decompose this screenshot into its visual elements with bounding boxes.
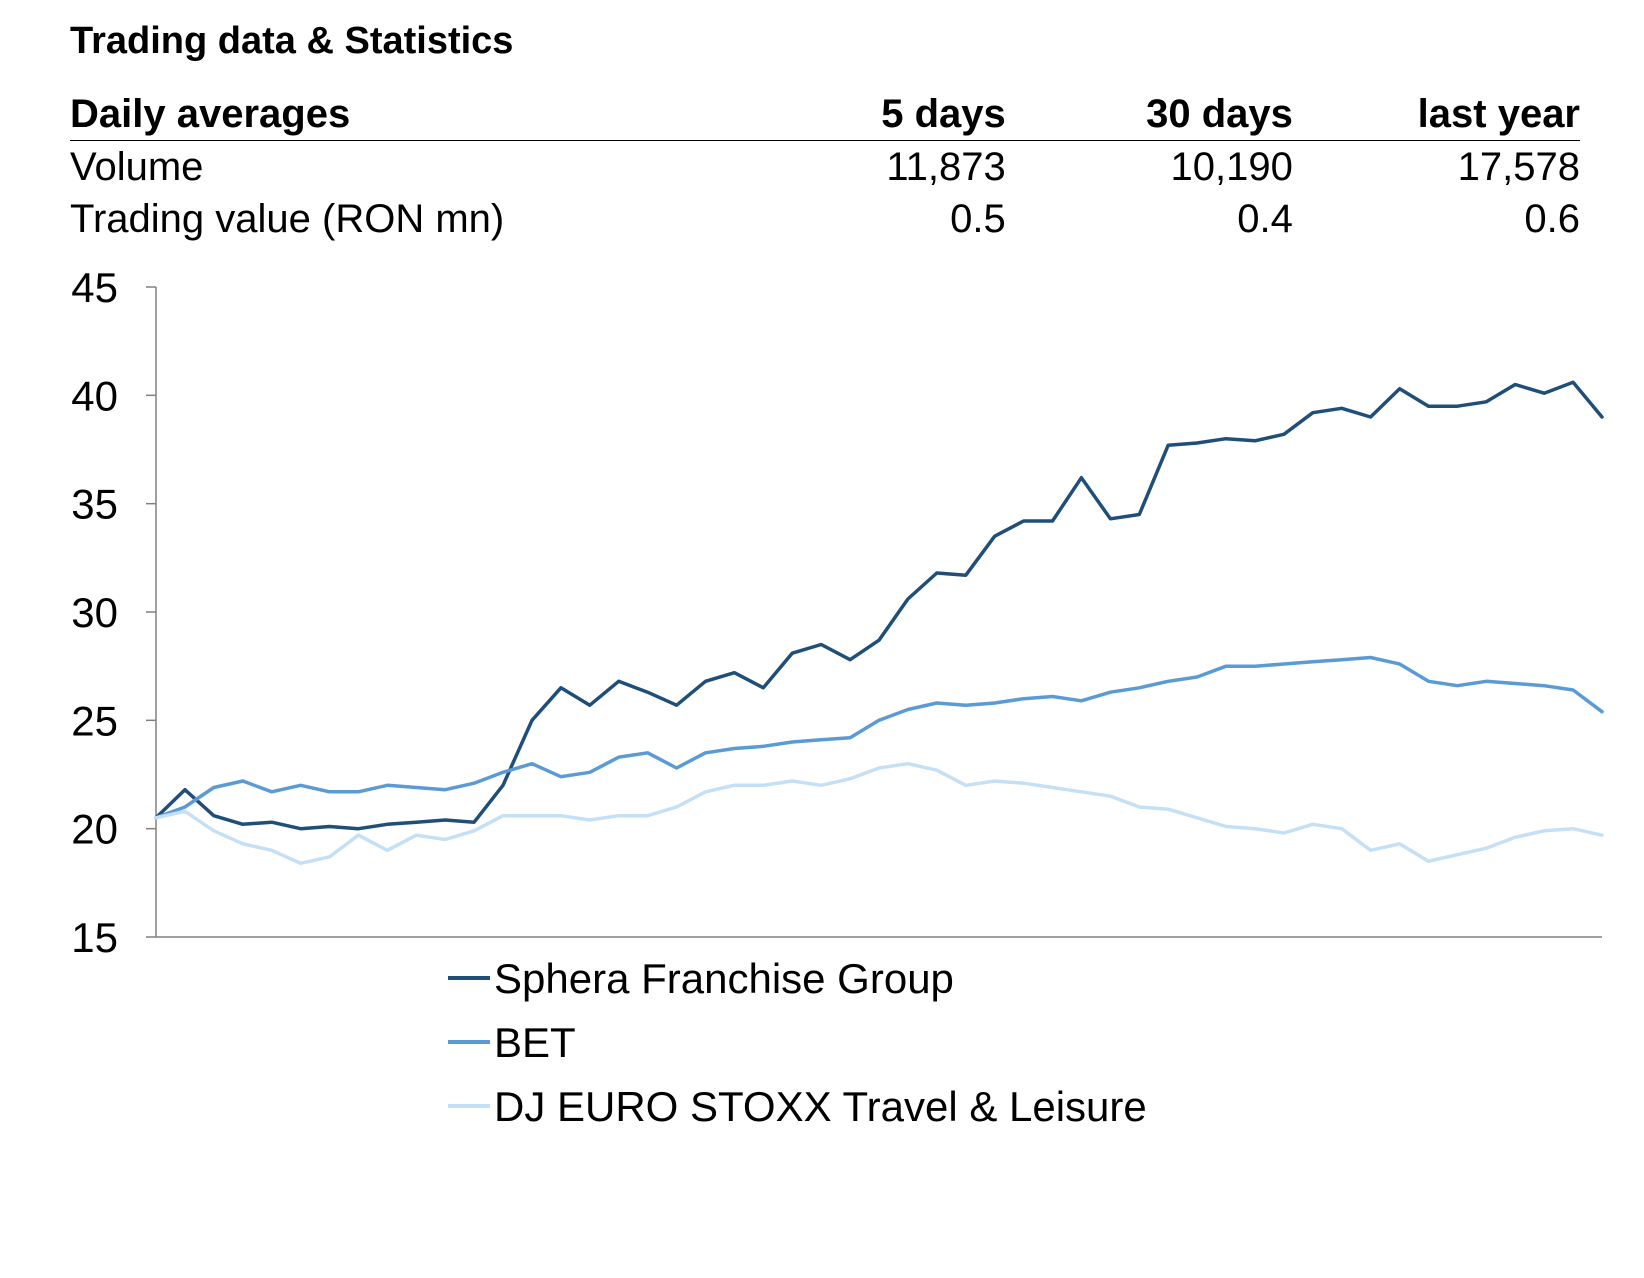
column-header-30-days: 30 days	[1005, 88, 1293, 141]
legend: Sphera Franchise Group BET DJ EURO STOXX T…	[448, 955, 1147, 1130]
stats-table: Daily averages 5 days 30 days last year …	[70, 88, 1580, 245]
legend-label: Sphera Franchise Group	[494, 955, 954, 1002]
series-layer	[154, 380, 1604, 866]
column-header-5-days: 5 days	[601, 88, 1006, 141]
table-row: Trading value (RON mn) 0.5 0.4 0.6	[70, 193, 1580, 245]
trading-value-5-days: 0.5	[950, 197, 1006, 241]
y-tick-label: 45	[71, 264, 118, 311]
column-header-daily-averages: Daily averages	[70, 88, 602, 141]
volume-30-days: 10,190	[1170, 145, 1293, 189]
legend-label: BET	[494, 1019, 576, 1066]
series-line	[154, 761, 1604, 866]
volume-5-days: 11,873	[886, 145, 1006, 189]
row-label-volume: Volume	[70, 145, 204, 189]
y-tick-label: 30	[71, 589, 118, 636]
series-line	[154, 655, 1604, 820]
column-header-last-year: last year	[1292, 88, 1580, 141]
legend-label: DJ EURO STOXX Travel & Leisure	[494, 1083, 1147, 1130]
trading-value-last-year: 0.6	[1524, 197, 1580, 241]
y-tick-label: 40	[71, 372, 118, 419]
y-tick-label: 15	[71, 914, 118, 961]
y-tick-label: 25	[71, 697, 118, 744]
series-line	[154, 380, 1604, 831]
volume-last-year: 17,578	[1457, 145, 1580, 189]
row-label-trading-value: Trading value (RON mn)	[70, 197, 505, 241]
y-tick-label: 20	[71, 806, 118, 853]
trading-value-30-days: 0.4	[1237, 197, 1293, 241]
y-axis: 45 40 35 30 25 20 15	[71, 264, 157, 961]
line-chart: 45 40 35 30 25 20 15 Sphera Franchise Group BET…	[71, 264, 1604, 1130]
table-row: Volume 11,873 10,190 17,578	[70, 141, 1580, 194]
page-title: Trading data & Statistics	[70, 20, 514, 62]
y-tick-label: 35	[71, 481, 118, 528]
stats-header-row: Daily averages 5 days 30 days last year	[70, 88, 1580, 141]
